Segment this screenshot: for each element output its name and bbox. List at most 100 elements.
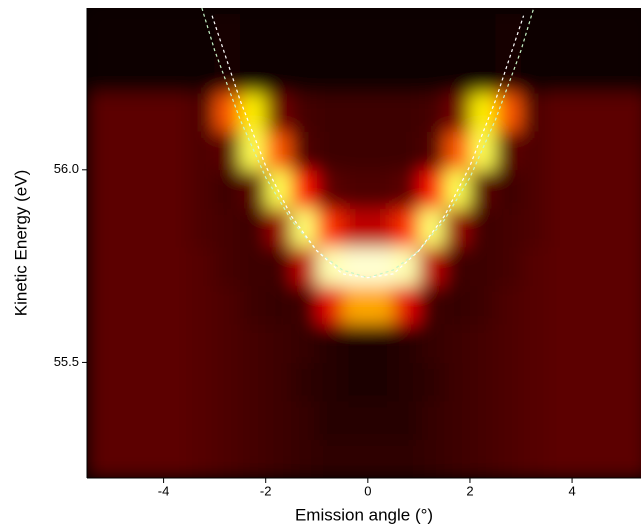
heat-cell — [367, 92, 394, 132]
heat-cell — [623, 246, 641, 286]
heat-cell — [418, 323, 445, 363]
heat-cell — [240, 400, 267, 440]
heat-cell — [240, 362, 267, 402]
heat-cell — [444, 131, 471, 171]
heat-cell — [240, 246, 267, 286]
heat-cell — [291, 362, 318, 402]
heat-cell — [367, 169, 394, 209]
heat-cell — [572, 8, 599, 94]
heat-cell — [163, 246, 190, 286]
heat-cell — [444, 285, 471, 325]
heat-cell — [521, 208, 548, 248]
heat-cell — [265, 208, 292, 248]
heat-cell — [316, 323, 343, 363]
heat-cell — [342, 285, 369, 325]
heat-cell — [265, 285, 292, 325]
heat-cell — [572, 323, 599, 363]
heat-cell — [495, 208, 522, 248]
heat-cell — [138, 323, 165, 363]
heat-cell — [521, 400, 548, 440]
heat-cell — [546, 131, 573, 171]
heat-cell — [469, 439, 496, 478]
heat-cell — [316, 439, 343, 478]
x-axis-title: Emission angle (°) — [295, 505, 433, 524]
heat-cell — [393, 285, 420, 325]
heat-cell — [597, 169, 624, 209]
heat-cell — [418, 92, 445, 132]
heat-cell — [469, 169, 496, 209]
heat-cell — [189, 8, 216, 94]
heat-cell — [469, 323, 496, 363]
heat-cell — [316, 285, 343, 325]
heat-cell — [367, 400, 394, 440]
heat-cell — [87, 246, 114, 286]
heat-cell — [495, 8, 522, 94]
heat-cell — [342, 246, 369, 286]
heat-cell — [112, 400, 139, 440]
heat-cell — [87, 400, 114, 440]
heat-cell — [367, 8, 394, 94]
heat-cell — [189, 285, 216, 325]
heat-cell — [87, 285, 114, 325]
heat-cell — [87, 169, 114, 209]
heat-cell — [469, 131, 496, 171]
heat-cell — [291, 8, 318, 94]
dashed-curve — [211, 15, 525, 279]
heat-cell — [367, 285, 394, 325]
heat-cell — [342, 362, 369, 402]
heat-cell — [367, 131, 394, 171]
heat-cell — [316, 400, 343, 440]
x-tick-label: -2 — [260, 483, 272, 498]
heat-cell — [393, 131, 420, 171]
heat-cell — [112, 131, 139, 171]
heat-cell — [469, 400, 496, 440]
heat-cell — [418, 208, 445, 248]
heat-cell — [546, 8, 573, 94]
heat-cell — [163, 8, 190, 94]
heat-cell — [214, 208, 241, 248]
heat-cell — [138, 92, 165, 132]
heat-cell — [597, 92, 624, 132]
heat-cell — [163, 92, 190, 132]
heat-cell — [214, 246, 241, 286]
heat-cell — [240, 208, 267, 248]
heat-cell — [444, 92, 471, 132]
heat-cell — [240, 285, 267, 325]
heat-cell — [572, 169, 599, 209]
heat-cell — [265, 92, 292, 132]
heat-cell — [265, 246, 292, 286]
heat-cell — [393, 400, 420, 440]
heat-cell — [316, 131, 343, 171]
x-tick-label: 2 — [466, 483, 473, 498]
heat-cell — [418, 169, 445, 209]
heat-cell — [163, 323, 190, 363]
heat-cell — [495, 323, 522, 363]
heat-cell — [623, 131, 641, 171]
heat-cell — [546, 285, 573, 325]
heatmap-cells — [87, 8, 641, 478]
heat-cell — [572, 131, 599, 171]
heat-cell — [291, 400, 318, 440]
heat-cell — [393, 8, 420, 94]
heat-cell — [521, 323, 548, 363]
heat-cell — [316, 92, 343, 132]
heat-cell — [342, 208, 369, 248]
heat-cell — [393, 439, 420, 478]
heat-cell — [138, 131, 165, 171]
heat-cell — [189, 400, 216, 440]
heat-cell — [623, 92, 641, 132]
heat-cell — [521, 246, 548, 286]
heat-cell — [291, 246, 318, 286]
heat-cell — [572, 285, 599, 325]
heat-cell — [240, 8, 267, 94]
heat-cell — [623, 439, 641, 478]
heat-cell — [521, 131, 548, 171]
heat-cell — [138, 169, 165, 209]
heat-cell — [546, 92, 573, 132]
axes: -4 -2 0 2 4 55.5 56.0 — [54, 8, 641, 498]
heat-cell — [546, 400, 573, 440]
heat-cell — [291, 285, 318, 325]
heat-cell — [521, 8, 548, 94]
heat-cell — [495, 169, 522, 209]
